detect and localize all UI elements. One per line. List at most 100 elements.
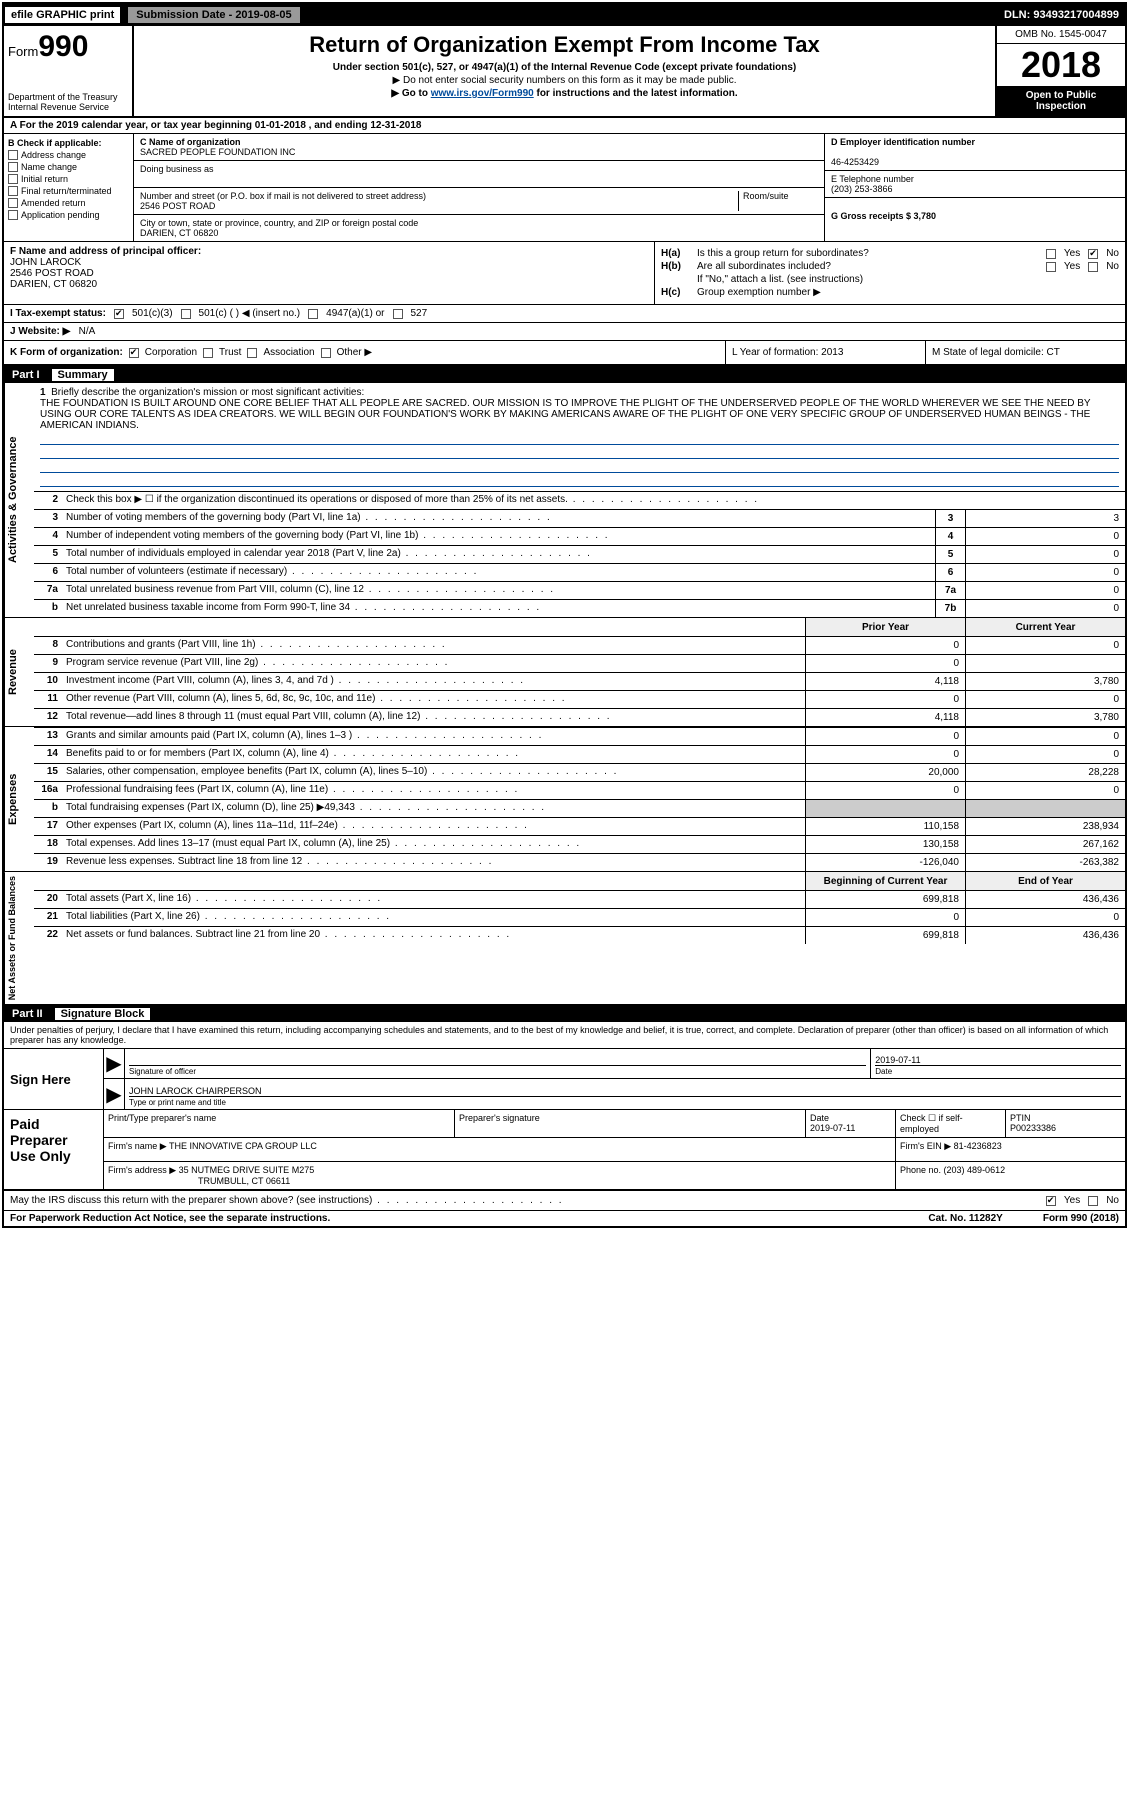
subtitle-3: ▶ Go to www.irs.gov/Form990 for instruct… bbox=[140, 88, 989, 99]
sig-name: JOHN LAROCK CHAIRPERSON bbox=[129, 1086, 1121, 1096]
line-desc: Total number of volunteers (estimate if … bbox=[62, 564, 935, 581]
officer-lbl: F Name and address of principal officer: bbox=[10, 246, 648, 257]
col-b-checkboxes: B Check if applicable: Address changeNam… bbox=[4, 134, 134, 241]
501c3-checkbox[interactable] bbox=[114, 309, 124, 319]
current-year-val: 0 bbox=[965, 637, 1125, 654]
arrow-icon: ▶ bbox=[104, 1079, 124, 1109]
prior-year-val: -126,040 bbox=[805, 854, 965, 871]
irs-yes-checkbox[interactable] bbox=[1046, 1196, 1056, 1206]
form-prefix: Form bbox=[8, 44, 38, 59]
mission-block: 1 Briefly describe the organization's mi… bbox=[34, 383, 1125, 491]
prep-date: 2019-07-11 bbox=[810, 1123, 855, 1133]
current-year-val: 0 bbox=[965, 746, 1125, 763]
colb-checkbox[interactable] bbox=[8, 198, 18, 208]
line-num: 21 bbox=[34, 909, 62, 926]
sig-date: 2019-07-11 bbox=[875, 1055, 1121, 1065]
line-num: 3 bbox=[34, 510, 62, 527]
line-box: 6 bbox=[935, 564, 965, 581]
l-year-formation: L Year of formation: 2013 bbox=[725, 341, 925, 364]
line-num: 4 bbox=[34, 528, 62, 545]
gov-tab: Activities & Governance bbox=[4, 383, 34, 617]
form-title: Return of Organization Exempt From Incom… bbox=[140, 32, 989, 58]
line-desc: Revenue less expenses. Subtract line 18 … bbox=[62, 854, 805, 871]
dln: DLN: 93493217004899 bbox=[1004, 9, 1125, 21]
mission-text: THE FOUNDATION IS BUILT AROUND ONE CORE … bbox=[40, 398, 1090, 431]
firm-addr2: TRUMBULL, CT 06611 bbox=[108, 1176, 290, 1186]
firm-name-lbl: Firm's name ▶ bbox=[108, 1141, 167, 1151]
phone-lbl: E Telephone number bbox=[831, 174, 914, 184]
irs-no-checkbox[interactable] bbox=[1088, 1196, 1098, 1206]
line-desc: Total unrelated business revenue from Pa… bbox=[62, 582, 935, 599]
website-val: N/A bbox=[79, 326, 96, 337]
col-b-head: B Check if applicable: bbox=[8, 138, 129, 148]
4947-checkbox[interactable] bbox=[308, 309, 318, 319]
ha-yes-checkbox[interactable] bbox=[1046, 249, 1056, 259]
ptin-val: P00233386 bbox=[1010, 1123, 1056, 1133]
end-year-hdr: End of Year bbox=[965, 872, 1125, 890]
current-year-val: 267,162 bbox=[965, 836, 1125, 853]
line-num: 2 bbox=[34, 492, 62, 509]
line-val: 3 bbox=[965, 510, 1125, 527]
prior-year-val: 0 bbox=[805, 909, 965, 926]
hb-txt: Are all subordinates included? bbox=[697, 261, 831, 272]
part1-header: Part I Summary bbox=[4, 366, 1125, 383]
527-checkbox[interactable] bbox=[393, 309, 403, 319]
row-klm: K Form of organization: Corporation Trus… bbox=[4, 341, 1125, 366]
corp-checkbox[interactable] bbox=[129, 348, 139, 358]
prior-year-val: 699,818 bbox=[805, 891, 965, 908]
current-year-val: 3,780 bbox=[965, 673, 1125, 690]
paid-preparer-block: Paid Preparer Use Only Print/Type prepar… bbox=[4, 1110, 1125, 1191]
line-val: 0 bbox=[965, 582, 1125, 599]
irs-discuss-row: May the IRS discuss this return with the… bbox=[4, 1191, 1125, 1210]
ein-val: 46-4253429 bbox=[831, 157, 879, 167]
colb-checkbox[interactable] bbox=[8, 210, 18, 220]
colb-checkbox[interactable] bbox=[8, 162, 18, 172]
hb-note: If "No," attach a list. (see instruction… bbox=[697, 274, 863, 285]
colb-checkbox[interactable] bbox=[8, 186, 18, 196]
line-desc: Contributions and grants (Part VIII, lin… bbox=[62, 637, 805, 654]
signature-instructions: Under penalties of perjury, I declare th… bbox=[4, 1022, 1125, 1049]
line-desc: Total revenue—add lines 8 through 11 (mu… bbox=[62, 709, 805, 726]
trust-checkbox[interactable] bbox=[203, 348, 213, 358]
line-num: 13 bbox=[34, 728, 62, 745]
colb-checkbox[interactable] bbox=[8, 150, 18, 160]
dba-lbl: Doing business as bbox=[140, 164, 214, 174]
other-checkbox[interactable] bbox=[321, 348, 331, 358]
header-right: OMB No. 1545-0047 2018 Open to Public In… bbox=[995, 26, 1125, 116]
assoc-checkbox[interactable] bbox=[247, 348, 257, 358]
header: Form990 Department of the Treasury Inter… bbox=[4, 26, 1125, 118]
hc-lbl: H(c) bbox=[661, 287, 691, 298]
rev-tab: Revenue bbox=[4, 618, 34, 726]
subtitle-2: ▶ Do not enter social security numbers o… bbox=[140, 75, 989, 86]
current-year-val: 436,436 bbox=[965, 927, 1125, 944]
hb-yes-checkbox[interactable] bbox=[1046, 262, 1056, 272]
form-footer: Form 990 (2018) bbox=[1043, 1213, 1119, 1224]
colb-item-label: Final return/terminated bbox=[21, 186, 112, 196]
line-box: 7a bbox=[935, 582, 965, 599]
hb-lbl: H(b) bbox=[661, 261, 691, 272]
dept-treasury: Department of the Treasury bbox=[8, 92, 128, 102]
subtitle-1: Under section 501(c), 527, or 4947(a)(1)… bbox=[140, 62, 989, 73]
firm-name: THE INNOVATIVE CPA GROUP LLC bbox=[169, 1141, 317, 1151]
line-num: 15 bbox=[34, 764, 62, 781]
sign-here-label: Sign Here bbox=[4, 1049, 104, 1109]
line-desc: Total liabilities (Part X, line 26) bbox=[62, 909, 805, 926]
row-j-website: J Website: ▶ N/A bbox=[4, 323, 1125, 341]
irs-link[interactable]: www.irs.gov/Form990 bbox=[431, 88, 534, 99]
col-c: C Name of organization SACRED PEOPLE FOU… bbox=[134, 134, 825, 241]
prior-year-val: 130,158 bbox=[805, 836, 965, 853]
row-i-tax-status: I Tax-exempt status: 501(c)(3) 501(c) ( … bbox=[4, 305, 1125, 323]
current-year-val: 0 bbox=[965, 691, 1125, 708]
omb-number: OMB No. 1545-0047 bbox=[997, 26, 1125, 44]
colb-checkbox[interactable] bbox=[8, 174, 18, 184]
officer-name: JOHN LAROCK bbox=[10, 257, 648, 268]
line-val: 0 bbox=[965, 546, 1125, 563]
part1-title: Summary bbox=[52, 369, 114, 381]
line-num: 20 bbox=[34, 891, 62, 908]
ha-no-checkbox[interactable] bbox=[1088, 249, 1098, 259]
prep-name-lbl: Print/Type preparer's name bbox=[104, 1110, 454, 1137]
current-year-val: -263,382 bbox=[965, 854, 1125, 871]
hb-no-checkbox[interactable] bbox=[1088, 262, 1098, 272]
501c-checkbox[interactable] bbox=[181, 309, 191, 319]
open-to-public: Open to Public Inspection bbox=[997, 86, 1125, 116]
